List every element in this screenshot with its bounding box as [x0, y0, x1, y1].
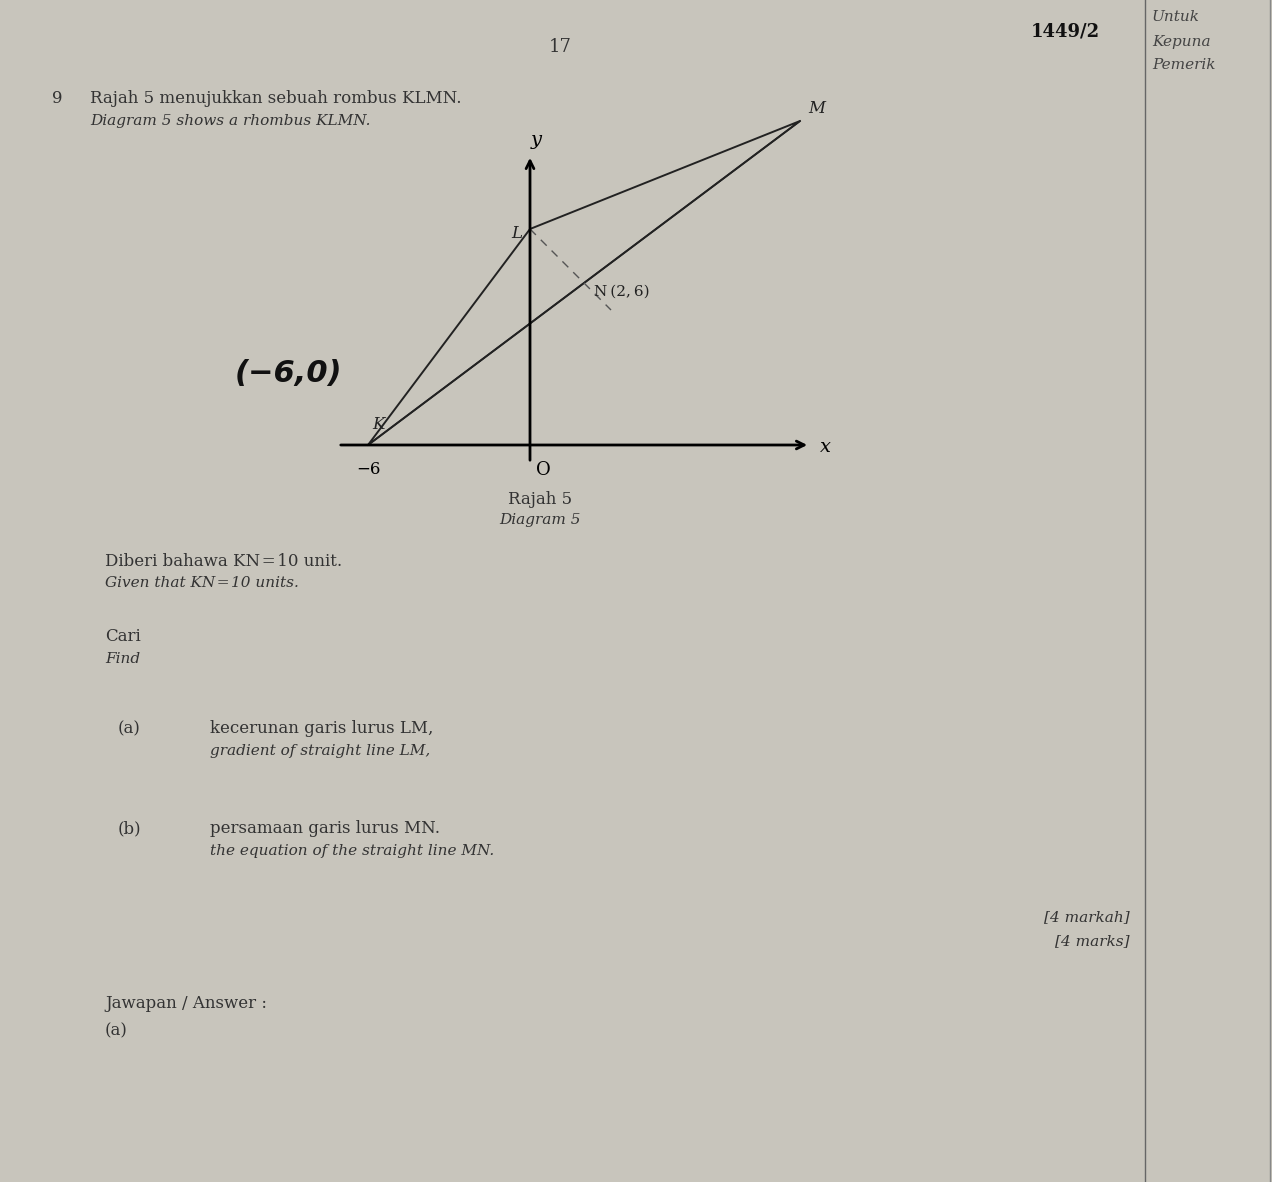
Text: (a): (a): [106, 1022, 128, 1039]
Text: persamaan garis lurus MN.: persamaan garis lurus MN.: [210, 820, 440, 837]
Text: Kepuna: Kepuna: [1152, 35, 1211, 48]
Text: Rajah 5: Rajah 5: [508, 491, 572, 508]
Text: (a): (a): [118, 720, 141, 738]
Text: Untuk: Untuk: [1152, 9, 1199, 24]
Text: 1449/2: 1449/2: [1030, 22, 1100, 40]
Text: Jawapan / Answer :: Jawapan / Answer :: [106, 995, 267, 1012]
Text: Given that KN = 10 units.: Given that KN = 10 units.: [106, 576, 299, 590]
Text: y: y: [530, 131, 542, 149]
Text: Rajah 5 menujukkan sebuah rombus KLMN.: Rajah 5 menujukkan sebuah rombus KLMN.: [90, 90, 462, 108]
Text: Diagram 5: Diagram 5: [499, 513, 581, 527]
Text: M: M: [808, 100, 826, 117]
Text: Find: Find: [106, 652, 140, 665]
Text: (b): (b): [118, 820, 141, 837]
Text: Cari: Cari: [106, 628, 141, 645]
Text: [4 marks]: [4 marks]: [1056, 934, 1130, 948]
Text: Pemerik: Pemerik: [1152, 58, 1216, 72]
Text: gradient of straight line LM,: gradient of straight line LM,: [210, 743, 430, 758]
Text: L: L: [511, 225, 522, 241]
Text: x: x: [820, 439, 831, 456]
Text: O: O: [536, 461, 551, 479]
Text: kecerunan garis lurus LM,: kecerunan garis lurus LM,: [210, 720, 434, 738]
Text: Diagram 5 shows a rhombus KLMN.: Diagram 5 shows a rhombus KLMN.: [90, 113, 370, 128]
Text: 17: 17: [548, 38, 571, 56]
Text: 9: 9: [52, 90, 62, 108]
Text: [4 markah]: [4 markah]: [1044, 910, 1130, 924]
Text: N (2, 6): N (2, 6): [594, 285, 650, 299]
Text: K: K: [371, 416, 384, 433]
Text: Diberi bahawa KN = 10 unit.: Diberi bahawa KN = 10 unit.: [106, 553, 342, 570]
Text: the equation of the straight line MN.: the equation of the straight line MN.: [210, 844, 495, 858]
Text: (−6,0): (−6,0): [234, 358, 342, 388]
Text: −6: −6: [356, 461, 380, 478]
